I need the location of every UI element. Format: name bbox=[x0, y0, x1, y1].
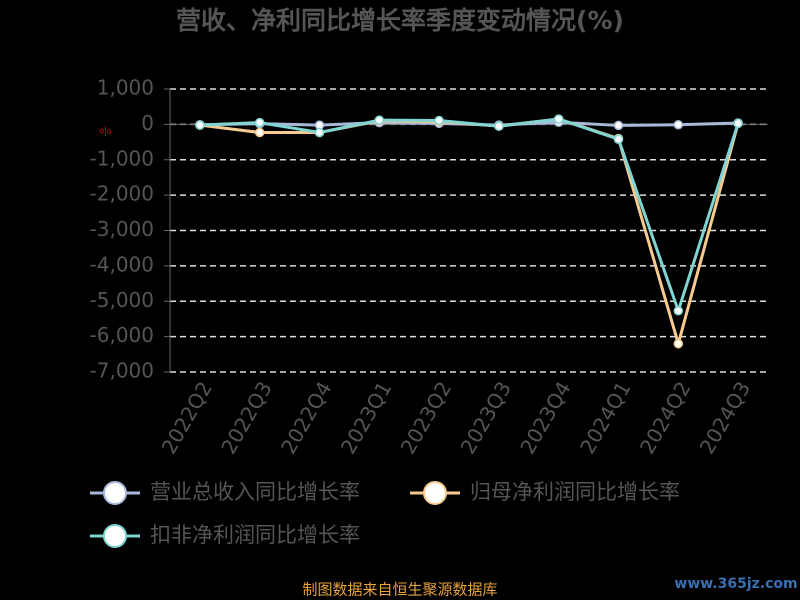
series-line bbox=[199, 117, 740, 316]
point bbox=[613, 134, 624, 144]
point bbox=[733, 118, 743, 129]
y-tick-label: 1,000 bbox=[97, 76, 154, 100]
point bbox=[553, 114, 564, 124]
legend-marker bbox=[103, 481, 127, 505]
y-tick-label: -2,000 bbox=[90, 182, 154, 206]
y-tick-label: 0 bbox=[141, 111, 154, 135]
point bbox=[254, 127, 265, 138]
y-tick-label: -5,000 bbox=[90, 288, 154, 312]
y-tick-label: -7,000 bbox=[90, 359, 154, 383]
watermark: www.365jz.com bbox=[674, 576, 797, 592]
source-note: 制图数据来自恒生聚源数据库 bbox=[302, 581, 497, 599]
legend-label: 扣非净利润同比增长率 bbox=[150, 523, 360, 547]
point bbox=[314, 127, 325, 138]
point bbox=[673, 306, 684, 316]
legend-label: 归母净利润同比增长率 bbox=[470, 480, 680, 504]
point bbox=[195, 120, 205, 130]
legend-label: 营业总收入同比增长率 bbox=[150, 480, 360, 504]
chart-title: 营收、净利同比增长率季度变动情况(%) bbox=[176, 6, 624, 35]
y-tick-label: -6,000 bbox=[90, 323, 154, 347]
legend-marker bbox=[423, 481, 447, 505]
point bbox=[374, 115, 385, 125]
y-tick-label: -4,000 bbox=[90, 252, 154, 276]
point bbox=[673, 338, 684, 349]
y-tick-label: -1,000 bbox=[90, 146, 154, 170]
legend-marker bbox=[103, 524, 127, 548]
point bbox=[254, 117, 265, 128]
point bbox=[613, 120, 624, 131]
point bbox=[673, 119, 684, 130]
point bbox=[494, 121, 504, 131]
point bbox=[434, 115, 444, 126]
y-tick-label: -3,000 bbox=[90, 217, 154, 241]
